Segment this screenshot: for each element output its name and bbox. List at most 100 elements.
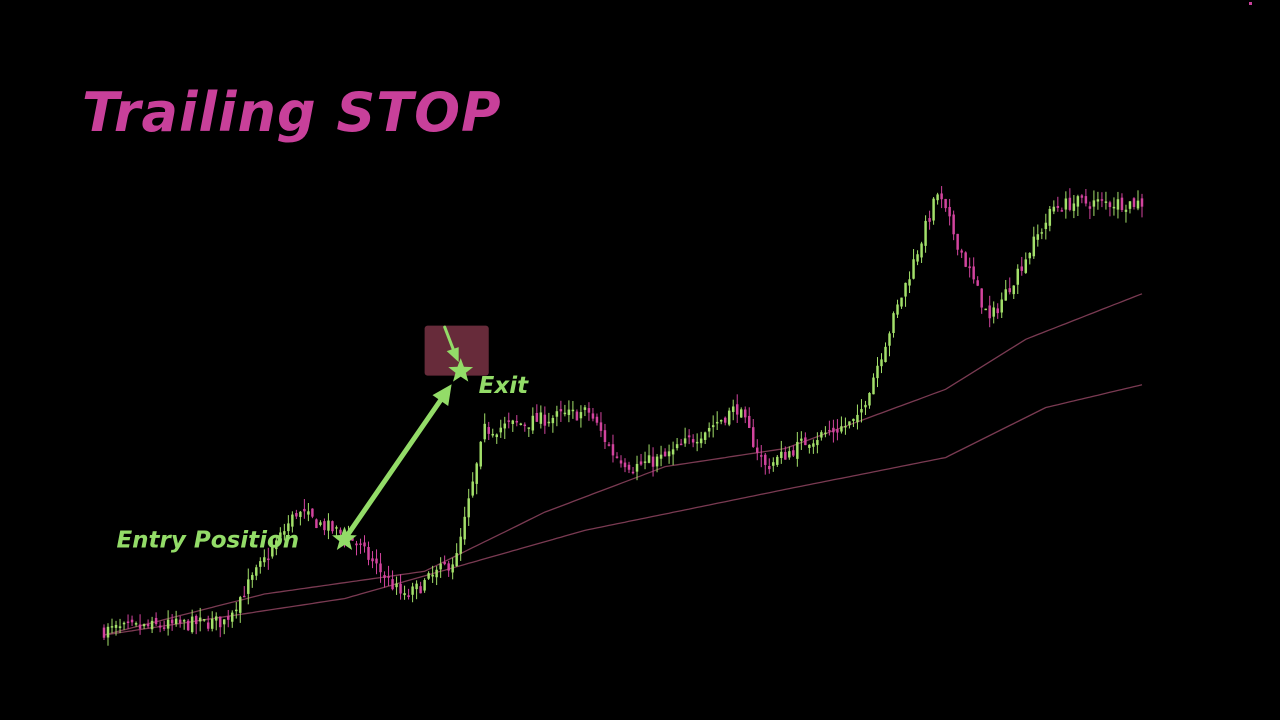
candle-body	[699, 438, 703, 444]
candle	[687, 429, 691, 445]
candle	[968, 257, 971, 278]
candle	[1064, 191, 1068, 219]
candle	[699, 431, 703, 448]
candle	[659, 445, 663, 467]
candle-body	[756, 447, 759, 453]
candle-body	[812, 443, 815, 447]
candle	[471, 472, 474, 498]
candle-body	[218, 616, 222, 628]
candle-body	[503, 423, 507, 429]
candle-body	[707, 427, 711, 432]
candle	[383, 571, 386, 588]
candle	[752, 418, 755, 448]
candle	[880, 353, 883, 374]
candle-body	[158, 625, 162, 628]
candle-body	[267, 558, 270, 561]
candle-body	[928, 218, 931, 222]
candle-body	[635, 463, 639, 472]
candle	[1032, 226, 1036, 259]
candles-layer	[102, 186, 1144, 646]
candle	[944, 198, 947, 212]
candle	[1036, 224, 1040, 247]
candle-body	[1104, 201, 1108, 203]
candle-body	[231, 612, 234, 622]
candle-body	[114, 624, 118, 628]
candle-body	[106, 626, 110, 638]
candle-body	[455, 553, 458, 567]
candle-body	[146, 624, 150, 627]
candle	[932, 197, 935, 225]
candle-body	[615, 456, 619, 458]
candle-body	[339, 529, 342, 534]
candle-body	[1076, 196, 1080, 207]
candle	[1088, 201, 1092, 220]
candle	[371, 551, 374, 569]
candle-body	[836, 429, 839, 433]
candle	[739, 407, 743, 418]
candle	[760, 445, 763, 468]
candle-body	[808, 444, 811, 448]
candle	[1072, 195, 1076, 219]
candle-body	[174, 618, 178, 625]
candle	[407, 588, 410, 600]
candle-body	[1112, 206, 1116, 209]
candle-body	[748, 415, 751, 428]
candle-body	[1120, 197, 1124, 211]
candle	[912, 249, 915, 280]
candle-body	[471, 481, 474, 496]
candle-body	[1068, 197, 1072, 210]
candle	[218, 616, 222, 638]
candle-body	[888, 333, 891, 346]
candle-body	[844, 425, 847, 428]
candle-body	[776, 456, 779, 465]
candle-body	[972, 266, 975, 280]
candle-body	[619, 460, 623, 464]
candle	[1068, 188, 1072, 212]
candle	[1120, 193, 1124, 213]
candle	[323, 518, 326, 536]
candle	[888, 331, 891, 357]
candle	[719, 419, 723, 425]
candle-body	[936, 194, 939, 201]
candle	[363, 535, 366, 553]
candle-body	[459, 536, 462, 554]
candle-body	[319, 522, 322, 525]
candle	[804, 432, 807, 446]
candle	[1000, 292, 1003, 318]
candle-body	[283, 531, 286, 535]
candle	[102, 624, 106, 641]
candle	[559, 400, 563, 422]
candle-body	[651, 456, 655, 467]
candle-body	[1136, 200, 1140, 209]
candle	[178, 615, 182, 628]
candle-body	[623, 462, 627, 468]
stop-hit-arrow	[443, 325, 457, 355]
candle	[158, 621, 162, 633]
candle	[996, 303, 999, 319]
candle	[375, 549, 378, 575]
candle	[920, 241, 923, 264]
candle	[655, 453, 659, 473]
candle	[836, 419, 839, 441]
candle-body	[800, 438, 803, 441]
candle-body	[186, 620, 190, 631]
candle-body	[715, 421, 719, 424]
candle-body	[988, 305, 991, 319]
candle	[367, 541, 370, 566]
candle	[707, 422, 711, 438]
annotation-layer: Entry Position Exit	[116, 325, 529, 553]
candle	[210, 611, 214, 632]
candle-body	[1040, 232, 1044, 234]
candle-body	[695, 441, 699, 444]
candle	[575, 409, 579, 421]
candle	[768, 458, 771, 474]
candle-body	[920, 243, 923, 258]
candle-body	[523, 424, 527, 427]
candle-body	[279, 532, 282, 538]
candle	[651, 447, 655, 477]
candle-body	[251, 575, 254, 580]
candle-body	[908, 279, 911, 286]
candle	[130, 615, 134, 626]
candle	[399, 574, 402, 600]
candle	[976, 276, 979, 287]
